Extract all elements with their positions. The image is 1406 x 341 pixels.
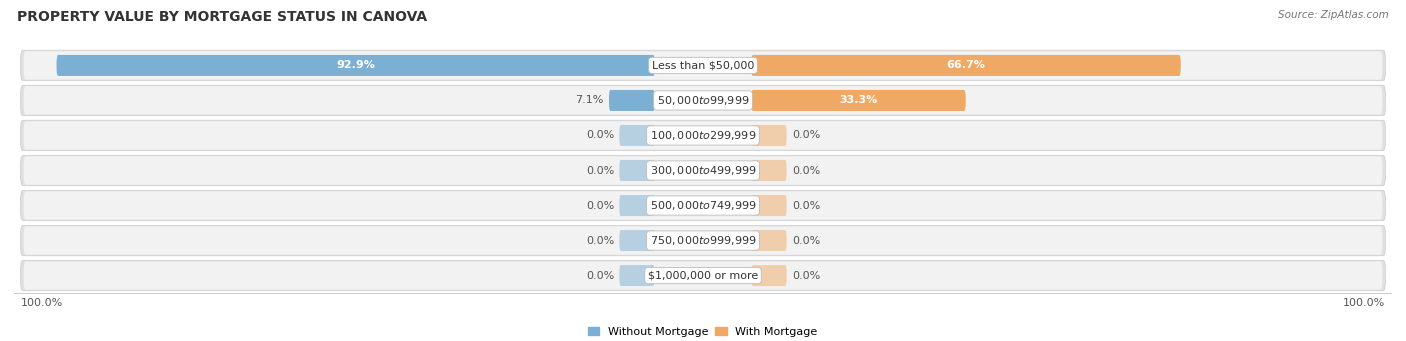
FancyBboxPatch shape [21,190,1385,221]
Text: $50,000 to $99,999: $50,000 to $99,999 [657,94,749,107]
Text: $500,000 to $749,999: $500,000 to $749,999 [650,199,756,212]
FancyBboxPatch shape [24,156,1382,185]
FancyBboxPatch shape [24,191,1382,220]
FancyBboxPatch shape [21,85,1385,116]
Text: 0.0%: 0.0% [792,236,820,246]
FancyBboxPatch shape [619,265,655,286]
FancyBboxPatch shape [619,195,655,216]
FancyBboxPatch shape [21,120,1385,151]
Text: Source: ZipAtlas.com: Source: ZipAtlas.com [1278,10,1389,20]
Text: 0.0%: 0.0% [792,201,820,210]
Text: 0.0%: 0.0% [792,131,820,140]
FancyBboxPatch shape [21,225,1385,256]
FancyBboxPatch shape [24,51,1382,79]
Text: 33.3%: 33.3% [839,95,877,105]
FancyBboxPatch shape [619,230,655,251]
FancyBboxPatch shape [751,55,1181,76]
Text: $1,000,000 or more: $1,000,000 or more [648,270,758,281]
Text: 66.7%: 66.7% [946,60,986,71]
FancyBboxPatch shape [21,260,1385,291]
Text: 0.0%: 0.0% [586,236,614,246]
FancyBboxPatch shape [751,160,787,181]
Text: $100,000 to $299,999: $100,000 to $299,999 [650,129,756,142]
Text: 0.0%: 0.0% [586,270,614,281]
Text: 92.9%: 92.9% [336,60,375,71]
Legend: Without Mortgage, With Mortgage: Without Mortgage, With Mortgage [583,322,823,341]
FancyBboxPatch shape [751,265,787,286]
FancyBboxPatch shape [24,121,1382,150]
Text: $750,000 to $999,999: $750,000 to $999,999 [650,234,756,247]
Text: 0.0%: 0.0% [792,165,820,176]
FancyBboxPatch shape [751,195,787,216]
Text: Less than $50,000: Less than $50,000 [652,60,754,71]
FancyBboxPatch shape [751,125,787,146]
FancyBboxPatch shape [619,125,655,146]
Text: 7.1%: 7.1% [575,95,603,105]
FancyBboxPatch shape [751,230,787,251]
FancyBboxPatch shape [619,160,655,181]
Text: $300,000 to $499,999: $300,000 to $499,999 [650,164,756,177]
Text: 0.0%: 0.0% [586,201,614,210]
FancyBboxPatch shape [751,90,966,111]
FancyBboxPatch shape [24,262,1382,290]
Text: 0.0%: 0.0% [586,131,614,140]
FancyBboxPatch shape [609,90,655,111]
Text: 100.0%: 100.0% [21,298,63,308]
FancyBboxPatch shape [21,155,1385,186]
FancyBboxPatch shape [21,50,1385,81]
Text: 0.0%: 0.0% [792,270,820,281]
FancyBboxPatch shape [56,55,655,76]
Text: 100.0%: 100.0% [1343,298,1385,308]
Text: PROPERTY VALUE BY MORTGAGE STATUS IN CANOVA: PROPERTY VALUE BY MORTGAGE STATUS IN CAN… [17,10,427,24]
Text: 0.0%: 0.0% [586,165,614,176]
FancyBboxPatch shape [24,226,1382,255]
FancyBboxPatch shape [24,86,1382,115]
